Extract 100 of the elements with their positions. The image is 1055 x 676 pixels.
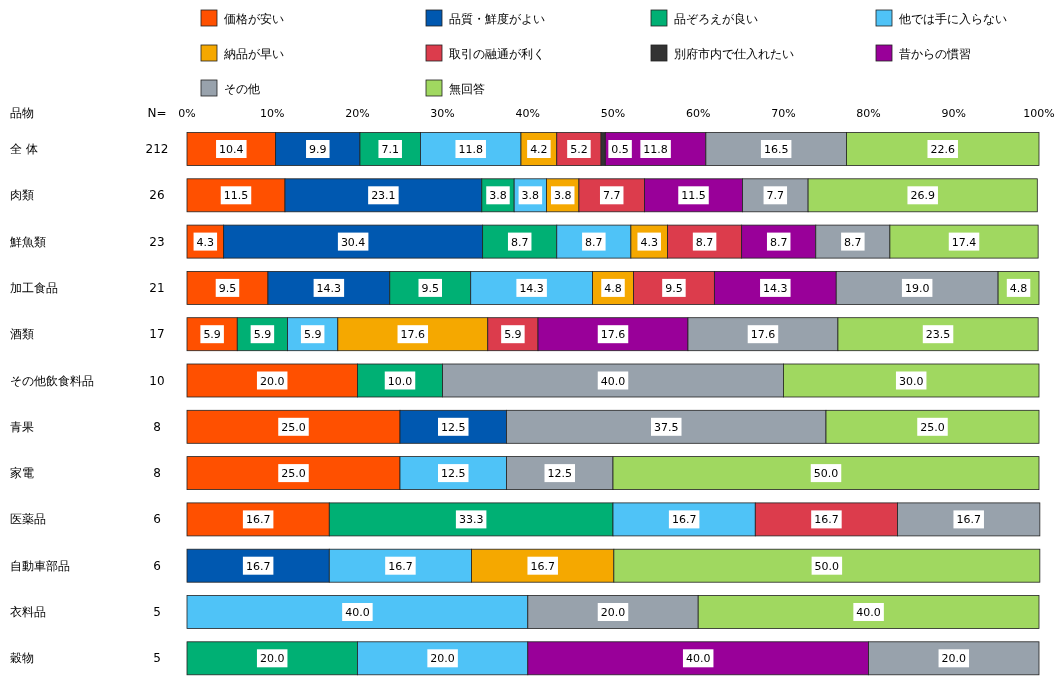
data-label: 22.6	[930, 143, 955, 156]
text: 17	[149, 327, 165, 342]
legend-label: 他では手に入らない	[899, 12, 1007, 26]
y-tick-label: 全 体	[10, 142, 38, 156]
legend-label: 無回答	[449, 82, 485, 96]
data-label: 20.0	[600, 606, 626, 619]
data-label: 17.6	[400, 328, 426, 342]
data-label: 8.7	[769, 235, 788, 249]
data-label: 33.3	[458, 513, 484, 527]
data-label: 16.7	[814, 513, 839, 527]
data-label: 4.8	[604, 281, 622, 295]
data-label: 30.4	[340, 235, 366, 249]
data-label: 16.7	[245, 513, 271, 527]
data-label: 4.2	[530, 143, 548, 156]
data-label: 11.8	[643, 143, 668, 156]
legend-label: 品ぞろえが良い	[674, 12, 758, 26]
x-tick-label: 90%	[941, 107, 967, 120]
data-label: 12.5	[441, 467, 466, 481]
data-label: 11.5	[223, 189, 249, 203]
data-label: 50.0	[813, 467, 839, 481]
data-label: 8.7	[695, 235, 714, 249]
data-label: 16.7	[388, 559, 413, 573]
data-label: 8.7	[844, 235, 862, 249]
data-label: 8.7	[510, 235, 529, 249]
x-tick-label: 80%	[856, 107, 881, 120]
text: 8	[153, 419, 161, 434]
y-tick-label: 鮮魚類	[10, 234, 46, 249]
data-label: 14.3	[519, 281, 544, 295]
data-label: 12.5	[547, 467, 572, 481]
text: 6	[153, 512, 161, 527]
text: 212	[145, 142, 169, 156]
y-tick-label: 酒類	[10, 327, 34, 342]
x-tick-label: 100%	[1023, 107, 1055, 120]
legend-label: 取引の融通が利く	[449, 47, 545, 61]
data-label: 40.0	[685, 652, 711, 666]
data-label: 17.6	[750, 328, 776, 342]
data-label: 7.1	[381, 143, 399, 156]
data-label: 3.8	[553, 189, 572, 203]
data-label: 14.3	[763, 281, 788, 295]
legend-label: 納品が早い	[224, 47, 284, 61]
y-tick-label: 家電	[10, 466, 34, 481]
x-tick-label: 0%	[178, 107, 196, 120]
y-tick-label: 青果	[10, 419, 34, 434]
data-label: 3.8	[489, 189, 507, 203]
data-label: 12.5	[441, 420, 466, 434]
data-label: 20.0	[259, 374, 285, 388]
data-label: 4.3	[640, 235, 658, 249]
data-label: 40.0	[856, 606, 881, 619]
data-label: 50.0	[814, 559, 840, 573]
data-label: 11.5	[681, 189, 706, 203]
y-tick-label: その他飲食料品	[10, 373, 94, 388]
data-label: 10.0	[387, 374, 413, 388]
data-label: 7.7	[766, 189, 785, 203]
x-tick-label: 40%	[515, 107, 541, 120]
data-label: 17.4	[951, 235, 977, 249]
data-label: 5.9	[253, 328, 272, 342]
text: 5	[153, 605, 161, 619]
data-label: 37.5	[654, 420, 679, 434]
data-label: 16.7	[245, 559, 271, 573]
x-tick-label: 70%	[771, 107, 796, 120]
legend-label: 価格が安い	[224, 12, 284, 26]
text: N=	[147, 106, 167, 120]
legend-label: 品質・鮮度がよい	[449, 12, 545, 26]
y-tick-label: 穀物	[10, 651, 34, 666]
data-label: 23.5	[925, 328, 951, 342]
y-tick-label: 自動車部品	[10, 558, 70, 573]
x-tick-label: 60%	[685, 107, 711, 120]
data-label: 14.3	[316, 281, 342, 295]
data-label: 16.5	[763, 143, 789, 156]
data-label: 16.7	[530, 559, 555, 573]
text: 6	[153, 558, 161, 573]
data-label: 25.0	[281, 467, 306, 481]
text: 品物	[10, 106, 34, 120]
data-label: 9.9	[309, 143, 327, 156]
y-tick-label: 医薬品	[10, 512, 46, 527]
data-label: 5.9	[203, 328, 221, 342]
data-label: 4.3	[196, 235, 215, 249]
data-label: 7.7	[602, 189, 621, 203]
x-tick-label: 10%	[259, 107, 285, 120]
data-label: 10.4	[219, 143, 244, 156]
data-label: 9.5	[665, 281, 683, 295]
data-label: 20.0	[430, 652, 455, 666]
text: 8	[153, 466, 161, 481]
data-label: 9.5	[421, 281, 439, 295]
legend-label: その他	[224, 82, 260, 96]
data-label: 19.0	[904, 281, 930, 295]
data-label: 5.2	[570, 143, 588, 156]
data-label: 25.0	[920, 420, 945, 434]
legend-label: 昔からの慣習	[899, 47, 971, 61]
data-label: 16.7	[956, 513, 981, 527]
data-label: 17.6	[600, 328, 626, 342]
data-label: 40.0	[600, 374, 626, 388]
data-label: 4.8	[1009, 281, 1028, 295]
data-label: 11.8	[458, 143, 483, 156]
data-label: 40.0	[345, 606, 370, 619]
data-label: 3.8	[521, 189, 540, 203]
text: 10	[149, 373, 165, 388]
text: 5	[153, 651, 161, 666]
data-label: 8.7	[585, 235, 603, 249]
data-label: 5.9	[303, 328, 322, 342]
